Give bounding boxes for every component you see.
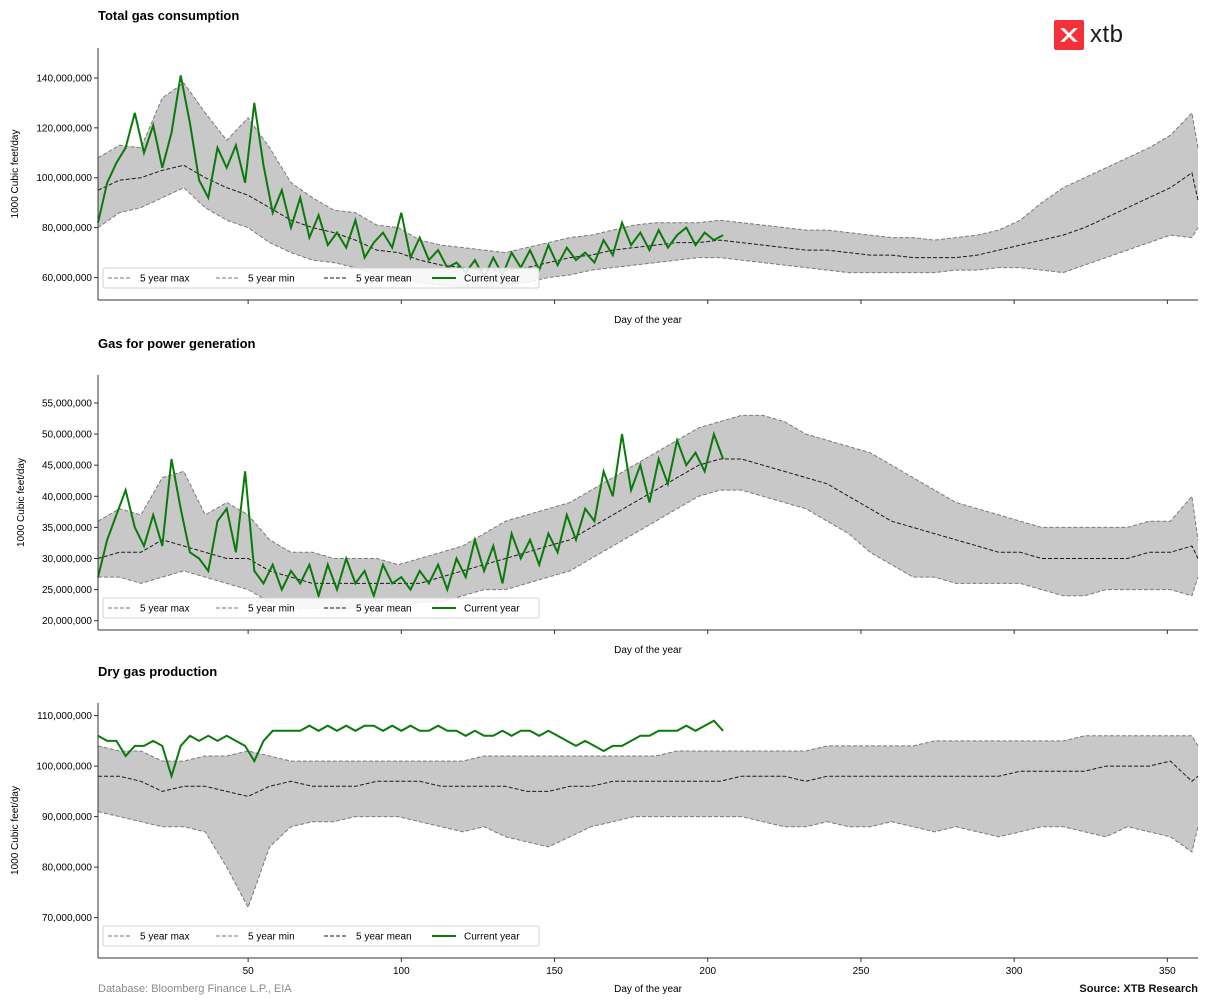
y-tick-label: 100,000,000 xyxy=(36,762,92,773)
y-tick-label: 25,000,000 xyxy=(42,585,92,596)
series-line-5-year-min xyxy=(97,811,1199,909)
legend-label: 5 year min xyxy=(248,604,295,615)
x-axis-label: Day of the year xyxy=(614,645,682,656)
legend-label: 5 year min xyxy=(248,274,295,285)
legend-box xyxy=(102,925,540,947)
xtb-logo-mark-icon xyxy=(1054,20,1084,50)
range-band xyxy=(98,735,1198,908)
legend-box xyxy=(102,597,540,619)
x-tick-label: 250 xyxy=(853,966,870,977)
legend-label: 5 year max xyxy=(140,604,189,615)
y-tick-label: 70,000,000 xyxy=(42,913,92,924)
x-tick-label: 150 xyxy=(546,966,563,977)
chart-panel-3: Dry gas production 70,000,000 80,000,000 90… xyxy=(10,664,1199,995)
range-band xyxy=(98,415,1198,609)
series-line-5-year-max xyxy=(97,414,1199,566)
series-line-current-year xyxy=(97,430,725,600)
legend-label: 5 year max xyxy=(140,932,189,943)
chart-title: Dry gas production xyxy=(98,664,217,679)
range-band xyxy=(98,82,1198,288)
y-tick-label: 90,000,000 xyxy=(42,812,92,823)
y-tick-label: 80,000,000 xyxy=(42,863,92,874)
series-line-5-year-max xyxy=(97,82,1199,254)
series-line-5-year-mean xyxy=(97,164,1199,271)
x-axis-label: Day of the year xyxy=(614,315,682,326)
chart-title: Total gas consumption xyxy=(98,8,239,23)
xtb-logo: xtb xyxy=(1054,20,1124,50)
y-tick-label: 35,000,000 xyxy=(42,523,92,534)
y-tick-label: 140,000,000 xyxy=(36,73,92,84)
series-line-current-year xyxy=(97,75,724,280)
chart-panel-2: Gas for power generation 20,000,000 25,000… xyxy=(16,336,1199,656)
chart-title: Gas for power generation xyxy=(98,336,256,351)
legend-label: Current year xyxy=(464,604,520,615)
legend-label: Current year xyxy=(464,932,520,943)
x-tick-label: 100 xyxy=(393,966,410,977)
series-line-current-year xyxy=(97,719,724,780)
series-line-5-year-mean xyxy=(98,760,1199,797)
y-tick-label: 60,000,000 xyxy=(42,273,92,284)
chart-panel-1: Total gas consumption 60,000,000 80,000,00… xyxy=(10,8,1199,326)
series-line-5-year-mean xyxy=(97,458,1199,584)
y-tick-label: 40,000,000 xyxy=(42,492,92,503)
y-tick-label: 20,000,000 xyxy=(42,616,92,627)
legend-label: 5 year mean xyxy=(356,604,412,615)
y-tick-label: 55,000,000 xyxy=(42,398,92,409)
y-axis-label: 1000 Cubic feet/day xyxy=(10,786,21,875)
x-tick-label: 300 xyxy=(1006,966,1023,977)
legend-label: 5 year min xyxy=(248,932,295,943)
y-tick-label: 45,000,000 xyxy=(42,461,92,472)
legend-label: 5 year mean xyxy=(356,932,412,943)
footer-research-source: Source: XTB Research xyxy=(1079,983,1198,995)
legend-label: 5 year max xyxy=(140,274,189,285)
y-tick-label: 110,000,000 xyxy=(37,711,92,722)
y-tick-label: 30,000,000 xyxy=(42,554,92,565)
y-axis-label: 1000 Cubic feet/day xyxy=(10,130,21,219)
series-line-5-year-max xyxy=(97,735,1199,762)
series-line-5-year-min xyxy=(97,187,1199,288)
xtb-logo-text: xtb xyxy=(1090,21,1124,48)
y-tick-label: 100,000,000 xyxy=(36,173,92,184)
y-tick-label: 50,000,000 xyxy=(42,430,92,441)
x-tick-label: 350 xyxy=(1159,966,1176,977)
y-tick-label: 80,000,000 xyxy=(42,223,92,234)
x-axis-label: Day of the year xyxy=(614,984,682,995)
x-tick-label: 200 xyxy=(699,966,716,977)
x-tick-label: 50 xyxy=(243,966,255,977)
y-axis-label: 1000 Cubic feet/day xyxy=(16,458,27,547)
y-tick-label: 120,000,000 xyxy=(36,123,92,134)
legend-box xyxy=(102,267,540,289)
legend-label: Current year xyxy=(464,274,520,285)
footer-database-source: Database: Bloomberg Finance L.P., EIA xyxy=(98,983,292,995)
legend-label: 5 year mean xyxy=(356,274,412,285)
